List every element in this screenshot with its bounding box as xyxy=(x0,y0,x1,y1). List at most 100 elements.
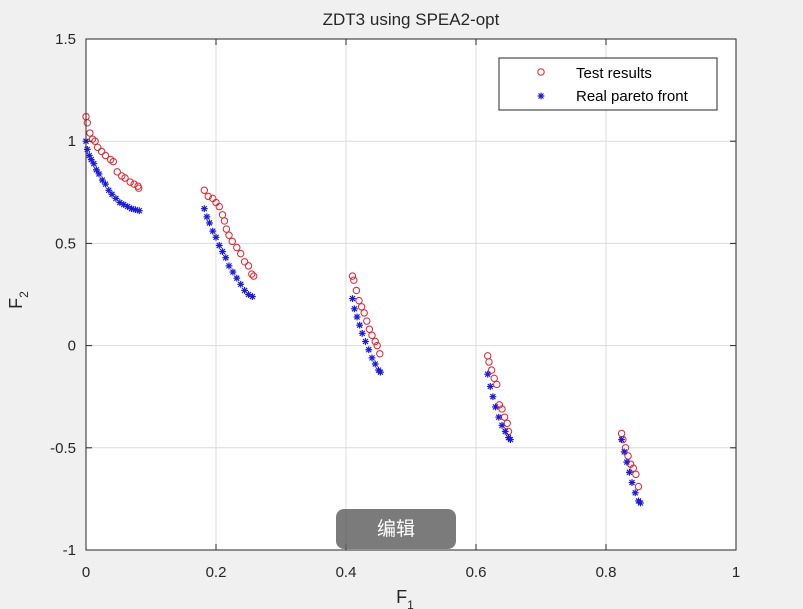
x-axis-label: F1 xyxy=(396,587,414,609)
pareto-front-point xyxy=(225,262,233,270)
test-result-point xyxy=(352,286,361,295)
test-result-point xyxy=(363,317,371,325)
pareto-front-point xyxy=(628,479,636,486)
test-result-point xyxy=(487,366,496,374)
test-result-point xyxy=(233,243,241,252)
y-tick-label: 1.5 xyxy=(55,31,76,48)
pareto-front-point xyxy=(620,448,628,456)
pareto-front-point xyxy=(623,458,631,466)
test-result-point xyxy=(348,272,357,280)
test-result-point xyxy=(237,249,245,258)
test-result-point xyxy=(220,217,229,225)
legend-marker-real-pareto-front xyxy=(537,92,545,100)
test-result-point xyxy=(376,350,384,358)
test-result-point xyxy=(109,157,118,166)
test-result-point xyxy=(113,168,121,176)
pareto-front-point xyxy=(368,354,376,362)
pareto-front-point xyxy=(486,383,494,390)
test-result-point xyxy=(240,258,249,266)
test-result-point xyxy=(200,186,209,194)
test-result-point xyxy=(215,202,223,211)
legend-marker-test-results xyxy=(537,68,545,76)
pareto-front-point xyxy=(212,233,220,241)
test-result-point xyxy=(490,374,498,383)
y-tick-label: 0 xyxy=(68,338,76,355)
test-result-point xyxy=(498,405,506,413)
test-result-point xyxy=(368,331,376,340)
pareto-front-point xyxy=(351,305,358,313)
y-tick-label: 0.5 xyxy=(55,235,76,252)
x-tick-label: 1 xyxy=(732,564,740,581)
test-result-point xyxy=(222,225,231,233)
axes-box xyxy=(85,38,737,551)
test-result-point xyxy=(94,143,102,152)
legend-label-real-pareto-front: Real pareto front xyxy=(576,88,689,105)
pareto-front-point xyxy=(102,180,109,188)
pareto-front-point xyxy=(626,468,633,476)
pareto-front-point xyxy=(349,295,356,302)
pareto-front-point xyxy=(618,436,625,444)
chart-title: ZDT3 using SPEA2-opt xyxy=(323,10,500,29)
pareto-front-point xyxy=(353,313,361,321)
test-result-point xyxy=(632,470,640,479)
pareto-front-point xyxy=(631,489,639,497)
pareto-front-point xyxy=(200,205,208,213)
pareto-front-point xyxy=(498,421,506,429)
test-result-point xyxy=(373,341,381,350)
test-result-point xyxy=(357,303,366,311)
test-result-point xyxy=(485,358,493,366)
pareto-front-point xyxy=(365,346,373,354)
pareto-front-point xyxy=(501,428,509,435)
test-result-point xyxy=(350,276,358,284)
test-result-point xyxy=(83,119,92,127)
legend-box xyxy=(498,57,718,111)
x-tick-label: 0.4 xyxy=(336,564,357,581)
pareto-front-point xyxy=(492,403,499,411)
pareto-front-point xyxy=(209,227,217,235)
test-result-point xyxy=(244,262,253,270)
pareto-front-point xyxy=(507,436,514,444)
test-result-point xyxy=(495,401,504,409)
y-tick-label: 1 xyxy=(68,133,76,150)
pareto-front-point xyxy=(215,242,223,249)
edit-button[interactable]: 编辑 xyxy=(336,509,456,549)
test-result-point xyxy=(134,184,143,192)
pareto-front-point xyxy=(237,280,245,288)
x-tick-label: 0.2 xyxy=(206,564,227,581)
test-result-point xyxy=(126,178,134,186)
test-result-point xyxy=(624,452,632,460)
pareto-front-point xyxy=(249,293,256,300)
y-tick-label: -0.5 xyxy=(50,440,76,457)
pareto-front-point xyxy=(489,393,497,401)
y-axis-label-sub: 2 xyxy=(17,291,31,298)
grid xyxy=(85,38,737,551)
test-result-point xyxy=(130,180,138,188)
test-result-point xyxy=(355,296,363,305)
series-real-pareto-front xyxy=(82,137,644,507)
test-result-point xyxy=(250,272,258,280)
test-result-point xyxy=(121,174,129,182)
pareto-front-point xyxy=(90,160,98,168)
series-test-results xyxy=(82,112,643,491)
test-result-point xyxy=(493,380,501,389)
pareto-front-point xyxy=(83,145,91,153)
x-tick-label: 0.6 xyxy=(466,564,487,581)
pareto-front-point xyxy=(358,329,366,337)
pareto-front-point xyxy=(93,166,100,174)
pareto-front-point xyxy=(371,360,379,368)
ticks: 0 0.2 0.4 0.6 0.8 1 1.5 1 0.5 0 -0.5 -1 xyxy=(50,31,740,581)
pareto-front-point xyxy=(219,248,226,255)
test-result-point xyxy=(371,337,379,346)
pareto-front-point xyxy=(495,413,503,421)
test-result-point xyxy=(225,231,233,239)
test-result-point xyxy=(204,192,212,201)
legend-label-test-results: Test results xyxy=(576,65,652,82)
legend-marker-symbol xyxy=(537,92,545,100)
test-result-point xyxy=(86,129,94,137)
x-axis-label-main: F xyxy=(396,587,407,607)
pareto-front-point xyxy=(203,213,211,221)
test-result-point xyxy=(228,237,236,246)
test-result-point xyxy=(627,460,635,468)
legend: Test results Real pareto front xyxy=(498,57,718,111)
pareto-front-point xyxy=(637,499,644,507)
